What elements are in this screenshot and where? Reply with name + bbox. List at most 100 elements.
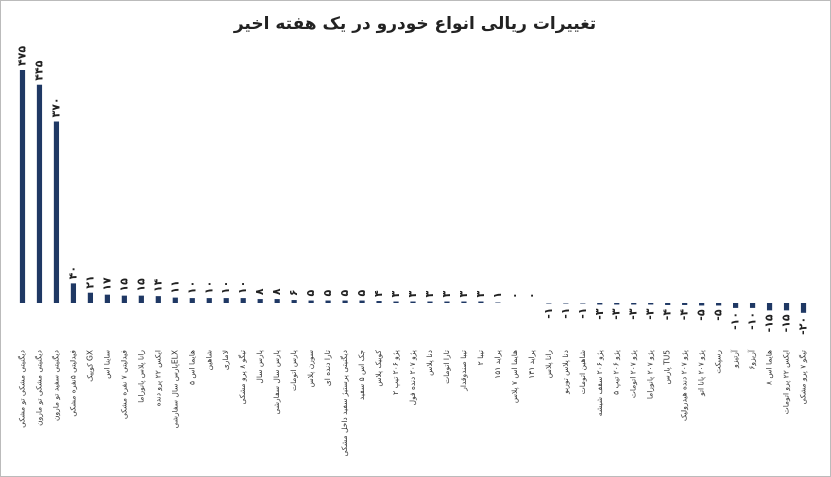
bar: [257, 299, 263, 303]
value-label: -۱۵: [780, 314, 793, 332]
x-tick-label: پژو ۲۰۶ تیپ ۵: [612, 350, 621, 395]
value-label: ۶: [287, 289, 300, 296]
bar: [699, 303, 705, 306]
value-label: ۴۷۵: [15, 46, 28, 66]
value-label: -۵: [712, 309, 725, 321]
value-label: -۳: [627, 308, 640, 320]
bar: [325, 300, 331, 303]
bar: [444, 301, 450, 303]
value-label: -۱: [576, 307, 589, 318]
value-label: ۳: [406, 291, 419, 298]
value-label: ۱۷: [100, 277, 113, 291]
bar: [53, 121, 60, 303]
bar: [682, 303, 688, 305]
x-tick-label: جک اس ۵ سفید: [357, 350, 366, 400]
x-tick-label: هایما اس ۵: [187, 350, 196, 385]
value-label: ۵: [321, 290, 334, 297]
bar: [240, 298, 246, 303]
x-tick-label: دیگنیتی مشکی تو مارون: [34, 350, 43, 426]
value-label: ۳: [389, 291, 402, 298]
bar: [19, 70, 26, 303]
value-label: ۱۵: [134, 278, 147, 292]
x-tick-label: پژو ۲۰۷ دنده هیدرولیک: [680, 350, 689, 421]
x-tick-label: فیدلیتی ۵نفره مشکی: [68, 350, 77, 417]
bar: [716, 303, 722, 306]
value-label: ۱۰: [236, 281, 249, 294]
x-tick-label: دیگنیتی پرستیژ سفید داخل مشکی: [340, 350, 349, 456]
x-tick-label: تیبا صندوقدار: [459, 350, 468, 392]
value-label: ۳۷۰: [49, 97, 62, 117]
x-tick-label: تارا دنده ای: [323, 350, 332, 386]
bar: [138, 295, 144, 303]
x-tick-label: پژو ۲۰۷ اتومات: [629, 350, 638, 398]
bar: [597, 303, 603, 305]
x-tick-label: شاهین اتومات: [578, 350, 587, 394]
bar: [461, 301, 467, 303]
x-tick-label: پژو ۲۰۶ سقف شیشه: [595, 350, 604, 416]
value-label: -۱: [559, 307, 572, 318]
bar: [189, 298, 195, 303]
bar: [732, 303, 739, 308]
x-tick-label: فیدلیتی ۷ نفره مشکی: [119, 350, 128, 420]
x-tick-label: ساینا اس: [102, 350, 111, 379]
bar: [206, 298, 212, 303]
x-tick-label: رسپکت: [714, 350, 723, 374]
x-tick-label: پراید ۱۳۱: [527, 350, 536, 379]
bar: [427, 301, 433, 303]
bar: [376, 301, 382, 303]
x-tick-label: تیگو ۸ پرو مشکی: [238, 350, 247, 405]
value-label: ۲۱: [83, 275, 96, 288]
bar: [104, 294, 110, 303]
bar: [155, 296, 161, 303]
value-label: ۵: [338, 290, 351, 297]
x-tick-label: رانا پلاس پانوراما: [136, 350, 145, 403]
value-label: ۳: [423, 291, 436, 298]
value-label: ۵: [304, 290, 317, 297]
x-tick-label: کوییک پلاس: [374, 350, 383, 387]
bar: [800, 303, 807, 313]
x-tick-label: سورن پلاس: [306, 350, 315, 387]
bar: [783, 303, 790, 311]
value-label: ۱: [491, 292, 504, 299]
x-tick-label: هایما اس ۷ پلاس: [510, 350, 519, 403]
value-label: ۴: [372, 290, 385, 297]
bar: [631, 303, 637, 305]
value-label: ۱۰: [185, 281, 198, 294]
x-tick-label: پژو ۲۰۷ دنده فول: [408, 350, 417, 405]
x-tick-label: کوییک GX: [85, 350, 94, 382]
value-label: ۳: [457, 291, 470, 298]
x-tick-label: پژو ۲۰۷ پانا اتو: [697, 350, 706, 397]
bar: [223, 298, 229, 303]
x-tick-label: ایکس ۲۲ پرو دنده: [153, 350, 162, 406]
bar: [410, 301, 416, 303]
x-tick-label: پارس سال سفارشیELX: [170, 350, 179, 429]
x-tick-label: تیبا ۲: [476, 350, 485, 365]
value-label: ۴۰: [66, 266, 79, 279]
x-tick-label: پژو ۲۰۶ تیپ ۲: [391, 350, 400, 395]
bar: [36, 84, 43, 303]
x-tick-label: پارس TU5: [663, 350, 672, 385]
value-label: ۰: [525, 292, 538, 299]
bar: [70, 283, 77, 303]
x-tick-label: دنا پلاس توربو: [561, 350, 570, 395]
value-label: -۱۰: [746, 312, 759, 330]
bar: [291, 300, 297, 303]
x-tick-label: ایکس ۲۲ پرو اتومات: [782, 350, 791, 414]
bar: [665, 303, 671, 305]
bar: [172, 297, 178, 303]
value-label: -۴: [678, 309, 691, 321]
bar: [87, 292, 94, 303]
x-tick-label: دیگنیتی مشکی تو مشکی: [17, 350, 26, 428]
x-tick-label: پراید ۱۵۱: [493, 350, 502, 379]
value-label: ۸: [270, 288, 283, 295]
value-label: -۲۰: [797, 317, 810, 335]
value-label: -۵: [695, 309, 708, 321]
bar: [393, 301, 399, 303]
chart-title: تغییرات ریالی انواع خودرو در یک هفته اخی…: [233, 14, 596, 34]
value-label: ۱۵: [117, 278, 130, 292]
value-label: ۱۱: [168, 280, 181, 293]
x-tick-label: دنا پلاس: [425, 350, 434, 376]
x-tick-label: پارس اتومات: [289, 350, 298, 391]
x-tick-label: آریزو۶: [747, 349, 757, 370]
